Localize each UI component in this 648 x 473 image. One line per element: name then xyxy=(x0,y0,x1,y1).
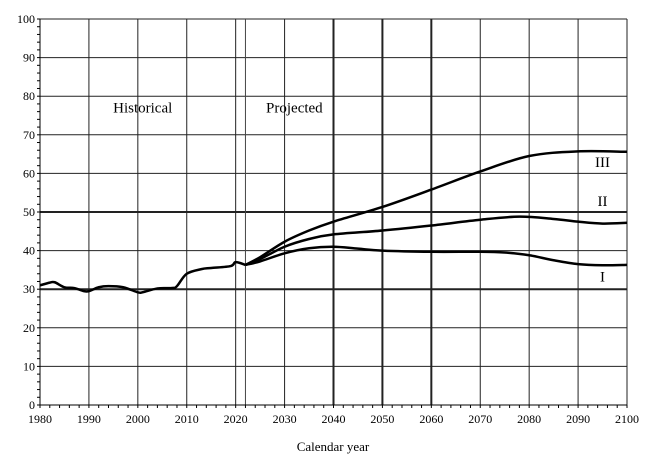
x-tick-label: 2090 xyxy=(566,412,590,426)
x-tick-label: 2100 xyxy=(615,412,639,426)
y-tick-label: 40 xyxy=(23,244,35,258)
y-tick-label: 0 xyxy=(29,398,35,412)
series-line-historical xyxy=(39,260,246,295)
series-line-ii xyxy=(244,215,628,267)
x-tick-label: 2010 xyxy=(175,412,199,426)
series-line-iii xyxy=(244,149,628,266)
x-tick-label: 2070 xyxy=(468,412,492,426)
x-tick-label: 2030 xyxy=(273,412,297,426)
grid xyxy=(40,18,628,405)
y-tick-label: 60 xyxy=(23,166,35,180)
x-tick-label: 2040 xyxy=(322,412,346,426)
x-tick-label: 2020 xyxy=(224,412,248,426)
y-tick-label: 90 xyxy=(23,51,35,65)
series-label: II xyxy=(598,194,608,210)
series-line-i xyxy=(245,245,628,267)
series-label: I xyxy=(600,269,605,285)
x-tick-label: 2000 xyxy=(126,412,150,426)
series-label: III xyxy=(595,155,610,171)
x-axis-label: Calendar year xyxy=(297,439,370,454)
series-lines xyxy=(39,149,628,295)
y-tick-label: 20 xyxy=(23,321,35,335)
x-tick-label: 2080 xyxy=(517,412,541,426)
y-tick-label: 30 xyxy=(23,282,35,296)
y-tick-label: 80 xyxy=(23,89,35,103)
x-tick-label: 2050 xyxy=(370,412,394,426)
y-tick-label: 100 xyxy=(17,12,35,26)
x-tick-label: 1990 xyxy=(77,412,101,426)
annotation-historical: Historical xyxy=(113,101,172,117)
x-tick-label: 2060 xyxy=(419,412,443,426)
x-tick-label: 1980 xyxy=(28,412,52,426)
y-tick-label: 70 xyxy=(23,128,35,142)
y-tick-label: 50 xyxy=(23,205,35,219)
y-tick-label: 10 xyxy=(23,359,35,373)
annotation-projected: Projected xyxy=(266,101,323,117)
